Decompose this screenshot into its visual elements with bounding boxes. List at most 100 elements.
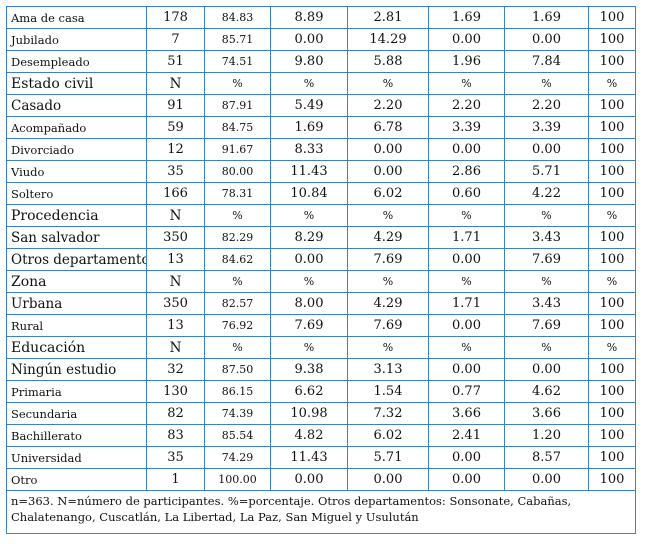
table-cell: 0.77: [428, 380, 505, 403]
table-cell: 7.69: [504, 248, 589, 271]
table-cell: 100: [588, 94, 636, 117]
row-label: Desempleado: [6, 50, 147, 73]
table-cell: 4.29: [347, 226, 429, 249]
table-cell: 178: [146, 6, 205, 29]
section-label: Procedencia: [6, 204, 147, 227]
table-cell: 100: [588, 468, 636, 491]
row-label: Rural: [6, 314, 147, 337]
table-cell: %: [270, 270, 348, 293]
table-cell: 0.00: [428, 138, 505, 161]
table-cell: 85.71: [204, 28, 271, 51]
table-cell: 0.00: [504, 138, 589, 161]
table-cell: 82.57: [204, 292, 271, 315]
table-cell: 7.69: [347, 314, 429, 337]
table-cell: %: [347, 270, 429, 293]
table-cell: 84.62: [204, 248, 271, 271]
table-cell: 8.57: [504, 446, 589, 469]
row-label: Soltero: [6, 182, 147, 205]
table-cell: 7.69: [347, 248, 429, 271]
row-label: Ama de casa: [6, 6, 147, 29]
table-row: Otro 1 100.00 0.00 0.00 0.00 0.00 100: [6, 468, 636, 491]
table-row: Desempleado 51 74.51 9.80 5.88 1.96 7.84 100: [6, 50, 636, 73]
table-cell: %: [504, 336, 589, 359]
table-cell: 32: [146, 358, 205, 381]
table-cell: 7.69: [504, 314, 589, 337]
table-cell: %: [504, 270, 589, 293]
table-cell: 1.71: [428, 292, 505, 315]
table-cell: 3.39: [504, 116, 589, 139]
table-cell: 130: [146, 380, 205, 403]
table-cell: %: [204, 72, 271, 95]
table-body: Ama de casa 178 84.83 8.89 2.81 1.69 1.69 100 Ju…: [6, 6, 636, 491]
table-cell: 2.86: [428, 160, 505, 183]
table-cell: %: [504, 72, 589, 95]
table-row: Viudo 35 80.00 11.43 0.00 2.86 5.71 100: [6, 160, 636, 183]
section-label: Estado civil: [6, 72, 147, 95]
table-cell: 100: [588, 248, 636, 271]
table-cell: %: [270, 204, 348, 227]
table-cell: 0.00: [428, 314, 505, 337]
data-table: Ama de casa 178 84.83 8.89 2.81 1.69 1.69 100 Ju…: [6, 6, 636, 534]
table-cell: 100: [588, 424, 636, 447]
table-cell: 8.89: [270, 6, 348, 29]
table-cell: %: [428, 336, 505, 359]
table-cell: 0.00: [504, 358, 589, 381]
table-cell: 100: [588, 28, 636, 51]
table-cell: 0.00: [504, 28, 589, 51]
table-cell: 100: [588, 358, 636, 381]
table-footnote-row: n=363. N=número de participantes. %=porc…: [6, 490, 636, 534]
table-cell: 0.00: [270, 28, 348, 51]
table-cell: 0.00: [428, 468, 505, 491]
table-row: Rural 13 76.92 7.69 7.69 0.00 7.69 100: [6, 314, 636, 337]
table-cell: %: [428, 204, 505, 227]
table-row: Primaria 130 86.15 6.62 1.54 0.77 4.62 100: [6, 380, 636, 403]
table-cell: 1.54: [347, 380, 429, 403]
row-label: Universidad: [6, 446, 147, 469]
section-header-row: Zona N%%%%%%: [6, 270, 636, 293]
table-cell: 100: [588, 182, 636, 205]
table-cell: 7.84: [504, 50, 589, 73]
table-cell: 1.69: [428, 6, 505, 29]
table-cell: 2.20: [504, 94, 589, 117]
table-cell: 0.00: [270, 248, 348, 271]
table-cell: N: [146, 336, 205, 359]
row-label: Primaria: [6, 380, 147, 403]
table-cell: 3.66: [504, 402, 589, 425]
table-cell: %: [428, 270, 505, 293]
table-cell: 100: [588, 226, 636, 249]
table-cell: %: [204, 204, 271, 227]
table-cell: 1.71: [428, 226, 505, 249]
table-cell: 86.15: [204, 380, 271, 403]
table-row: Urbana 350 82.57 8.00 4.29 1.71 3.43 100: [6, 292, 636, 315]
table-cell: N: [146, 204, 205, 227]
row-label: Acompañado: [6, 116, 147, 139]
table-footnote: n=363. N=número de participantes. %=porc…: [6, 490, 636, 534]
table-cell: 1: [146, 468, 205, 491]
row-label: Otro: [6, 468, 147, 491]
table-cell: 87.50: [204, 358, 271, 381]
table-cell: 0.00: [347, 138, 429, 161]
table-cell: 2.41: [428, 424, 505, 447]
section-header-row: Estado civil N%%%%%%: [6, 72, 636, 95]
table-row: Divorciado 12 91.67 8.33 0.00 0.00 0.00 100: [6, 138, 636, 161]
table-cell: 13: [146, 314, 205, 337]
table-cell: 0.00: [428, 248, 505, 271]
table-cell: 100: [588, 116, 636, 139]
table-row: Universidad 35 74.29 11.43 5.71 0.00 8.57 100: [6, 446, 636, 469]
table-cell: 1.69: [504, 6, 589, 29]
table-cell: 10.84: [270, 182, 348, 205]
section-header-row: Procedencia N%%%%%%: [6, 204, 636, 227]
table-cell: 8.29: [270, 226, 348, 249]
table-cell: 100: [588, 6, 636, 29]
table-cell: 85.54: [204, 424, 271, 447]
table-row: Casado 91 87.91 5.49 2.20 2.20 2.20 100: [6, 94, 636, 117]
table-cell: %: [504, 204, 589, 227]
table-row: San salvador 350 82.29 8.29 4.29 1.71 3.43 100: [6, 226, 636, 249]
table-cell: 3.43: [504, 292, 589, 315]
table-cell: 12: [146, 138, 205, 161]
row-label: Secundaria: [6, 402, 147, 425]
table-cell: 11.43: [270, 160, 348, 183]
table-cell: N: [146, 270, 205, 293]
table-cell: 84.75: [204, 116, 271, 139]
table-cell: 0.60: [428, 182, 505, 205]
